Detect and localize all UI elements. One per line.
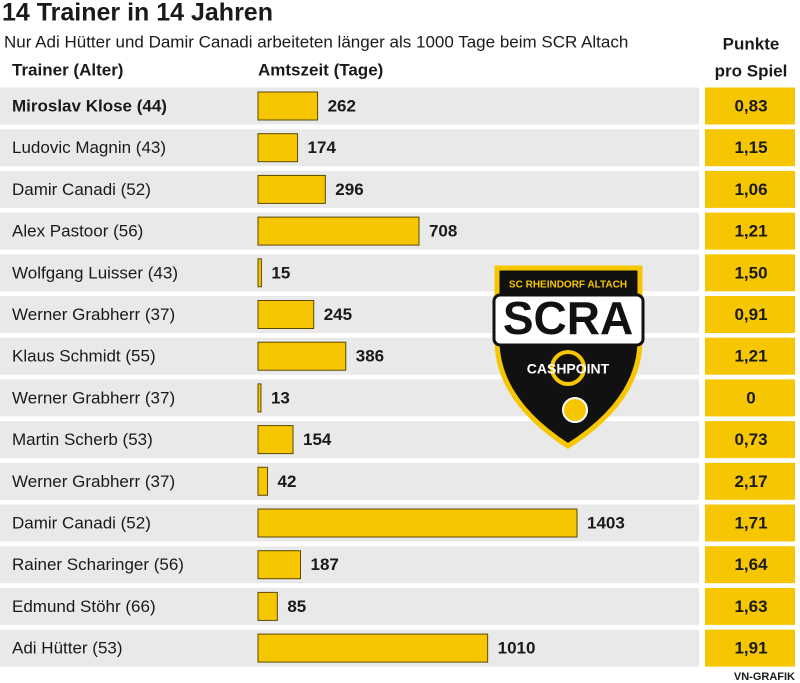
category-label: Damir Canadi (52) (12, 180, 151, 199)
value-label: 245 (324, 305, 352, 324)
bar (257, 550, 302, 580)
points-value: 1,63 (734, 597, 767, 616)
points-value: 0 (746, 388, 755, 407)
value-label: 174 (308, 138, 337, 157)
value-label: 1010 (498, 639, 536, 658)
bar (257, 91, 319, 121)
points-cell (705, 254, 795, 292)
bar (257, 383, 262, 413)
bar (257, 258, 262, 288)
value-label: 708 (429, 222, 457, 241)
points-cell (705, 212, 795, 250)
points-value: 1,06 (734, 180, 767, 199)
category-label: Ludovic Magnin (43) (12, 138, 166, 157)
category-label: Werner Grabherr (37) (12, 388, 175, 407)
chart-title: 14 Trainer in 14 Jahren (2, 0, 273, 27)
category-label: Werner Grabherr (37) (12, 305, 175, 324)
logo-sponsor: CASHPOINT (527, 361, 610, 377)
logo-plate (492, 293, 645, 347)
row-background (0, 587, 699, 625)
bar (257, 466, 269, 496)
points-cell (705, 296, 795, 333)
rows (0, 87, 795, 667)
bar (257, 633, 489, 663)
points-cell (705, 87, 795, 125)
bar (257, 133, 299, 163)
points-value: 1,64 (734, 555, 768, 574)
row-background (0, 546, 699, 584)
points-cell (705, 337, 795, 375)
logo-ring (550, 350, 586, 386)
value-label: 386 (356, 347, 384, 366)
category-label: Miroslav Klose (44) (12, 96, 167, 115)
points-value: 1,21 (734, 222, 767, 241)
value-label: 154 (303, 430, 332, 449)
points-value: 0,83 (734, 96, 767, 115)
points-cell (705, 379, 795, 417)
points-value: 1,21 (734, 347, 767, 366)
row-background (0, 170, 699, 208)
value-label: 296 (335, 180, 363, 199)
row-background (0, 462, 699, 500)
logo-top: SC RHEINDORF ALTACH (509, 280, 627, 291)
value-header: Amtszeit (Tage) (258, 60, 383, 79)
category-label: Damir Canadi (52) (12, 513, 151, 532)
points-cell (705, 546, 795, 584)
points-header: Punkte (723, 34, 780, 53)
bar (257, 174, 326, 204)
category-label: Adi Hütter (53) (12, 639, 123, 658)
points-value: 2,17 (734, 472, 767, 491)
points-cell (705, 587, 795, 625)
points-cell (705, 629, 795, 667)
logo-band (503, 274, 634, 292)
logo: SC RHEINDORF ALTACH SCRA CASHPOINT (492, 265, 645, 449)
source: VN-GRAFIK (734, 671, 795, 683)
category-label: Klaus Schmidt (55) (12, 347, 156, 366)
points-cell (705, 129, 795, 167)
value-label: 42 (278, 472, 297, 491)
category-label: Martin Scherb (53) (12, 430, 153, 449)
points-header: pro Spiel (715, 61, 788, 80)
value-label: 1403 (587, 513, 625, 532)
value-label: 13 (271, 388, 290, 407)
bar (257, 591, 278, 621)
category-label: Rainer Scharinger (56) (12, 555, 184, 574)
points-value: 0,91 (734, 305, 767, 324)
bar (257, 341, 347, 371)
points-value: 1,71 (734, 513, 767, 532)
points-value: 1,91 (734, 639, 767, 658)
bar (257, 300, 315, 329)
value-label: 85 (287, 597, 306, 616)
category-label: Werner Grabherr (37) (12, 472, 175, 491)
points-value: 1,15 (734, 138, 767, 157)
row-background (0, 129, 699, 167)
points-cell (705, 462, 795, 500)
points-value: 1,50 (734, 263, 767, 282)
value-label: 187 (311, 555, 339, 574)
points-cell (705, 170, 795, 208)
points-cell (705, 421, 795, 459)
category-header: Trainer (Alter) (12, 60, 123, 79)
row-background (0, 87, 699, 125)
bar (257, 216, 420, 246)
category-label: Alex Pastoor (56) (12, 222, 143, 241)
value-label: 15 (271, 263, 290, 282)
chart-subtitle: Nur Adi Hütter und Damir Canadi arbeitet… (4, 32, 628, 51)
points-value: 0,73 (734, 430, 767, 449)
value-label: 262 (328, 96, 356, 115)
points-cell (705, 504, 795, 542)
logo-ball (562, 397, 588, 423)
bar (257, 425, 294, 455)
logo-main: SCRA (503, 292, 633, 344)
category-label: Edmund Stöhr (66) (12, 597, 156, 616)
bar (257, 508, 578, 538)
category-label: Wolfgang Luisser (43) (12, 263, 178, 282)
